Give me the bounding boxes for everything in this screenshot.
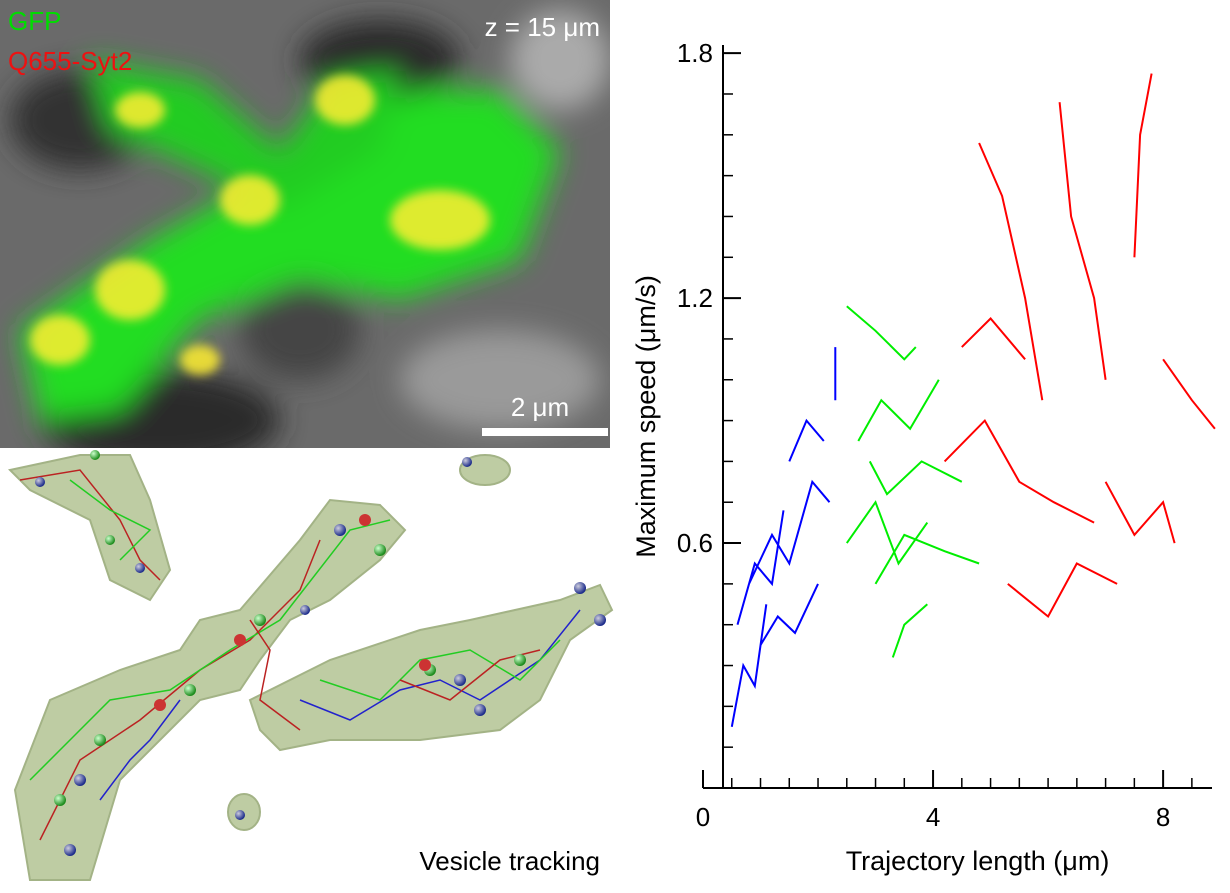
chart: 0 4 8 0.6 1.2 1.8 Trajectory length (μm) Maximu…: [631, 38, 1216, 876]
trajectory-line: [845, 305, 980, 658]
tracking-render: Vesicle tracking: [0, 448, 614, 888]
microscopy-image: GFP Q655-Syt2 z = 15 μm 2 μm: [0, 0, 610, 448]
scale-bar: [482, 428, 608, 436]
x-tick-label: 4: [926, 802, 940, 832]
depth-label: z = 15 μm: [485, 12, 600, 42]
channel-label: GFP: [8, 6, 61, 36]
scale-bar-label: 2 μm: [511, 392, 569, 422]
x-axis-label: Trajectory length (μm): [846, 846, 1110, 876]
x-tick-label: 0: [696, 802, 710, 832]
caption: Vesicle tracking: [419, 846, 600, 876]
trajectory-line: [730, 347, 837, 727]
y-axis-label: Maximum speed (μm/s): [631, 275, 661, 558]
y-tick-label: 1.2: [677, 283, 713, 313]
y-tick-label: 1.8: [677, 38, 713, 68]
trajectory-line: [943, 73, 1216, 619]
x-tick-label: 8: [1156, 802, 1170, 832]
channel-label: Q655-Syt2: [8, 46, 132, 76]
y-tick-label: 0.6: [677, 528, 713, 558]
